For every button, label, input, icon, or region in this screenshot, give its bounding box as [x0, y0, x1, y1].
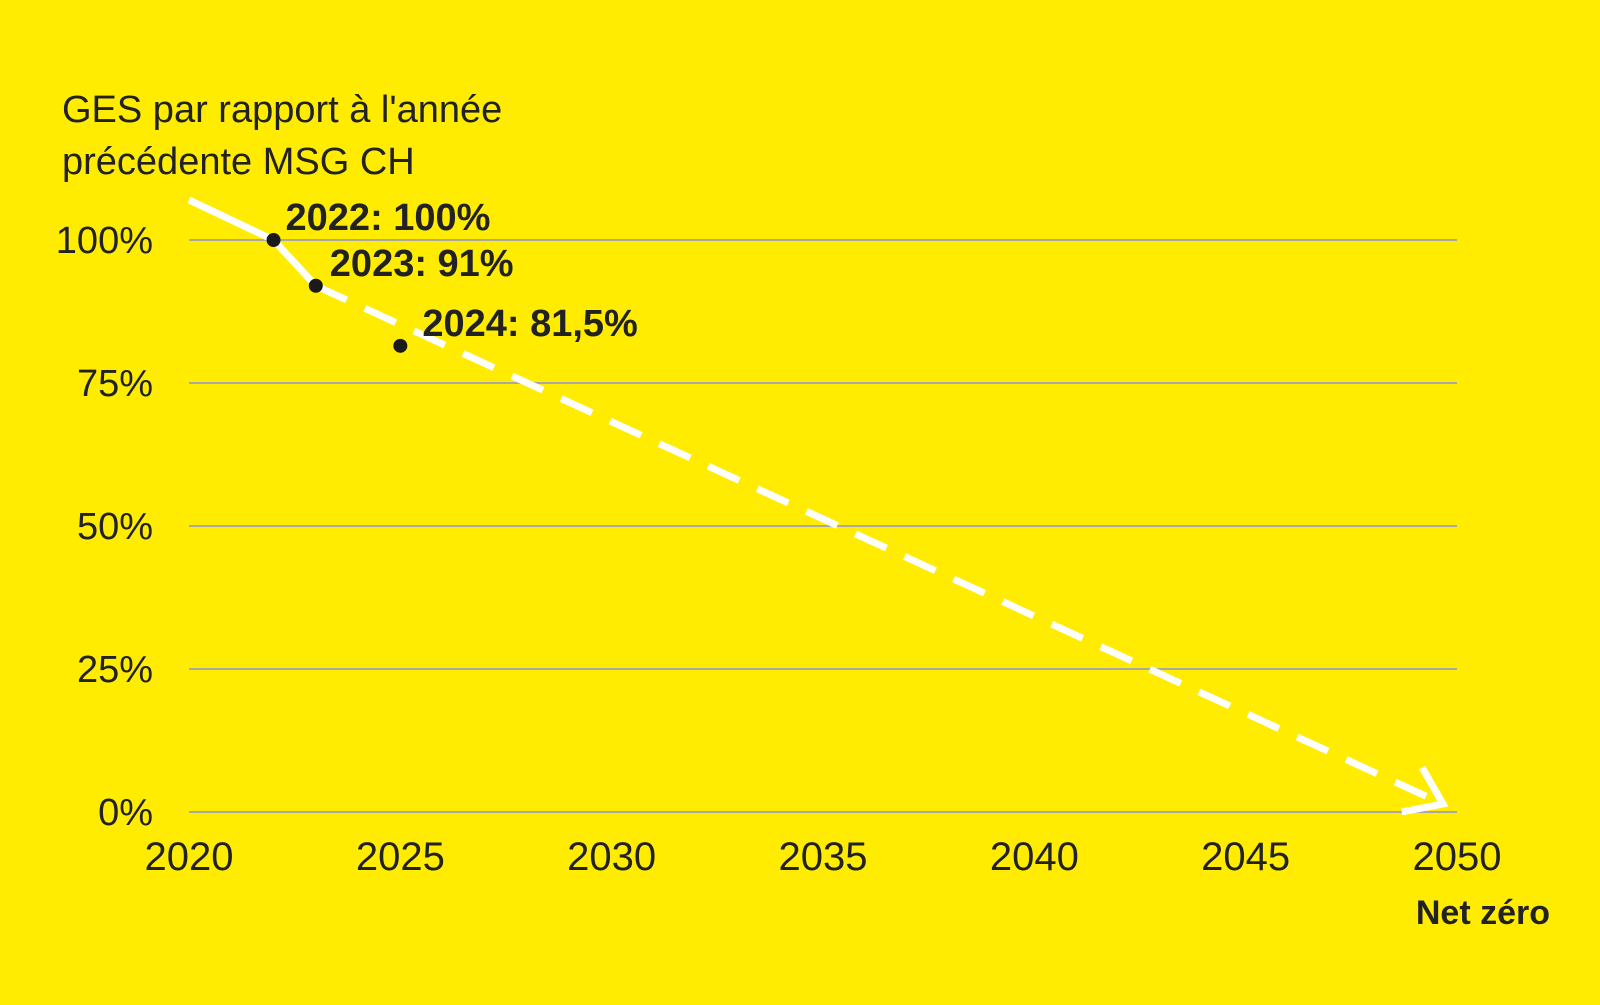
x-tick-labels: 2020 2025 2030 2035 2040 2045 2050: [145, 835, 1502, 879]
data-point: [393, 338, 408, 353]
y-tick-label: 50%: [77, 506, 153, 548]
gridlines: [189, 239, 1457, 813]
y-tick-labels: 0% 25% 50% 75% 100%: [56, 220, 153, 834]
data-points: [266, 233, 408, 353]
data-point-label: 2024: 81,5%: [422, 303, 638, 345]
y-axis-title-line-2: précédente MSG CH: [62, 141, 415, 183]
data-point: [266, 233, 281, 247]
point-labels: 2022: 100%2023: 91% 2024: 81,5%: [286, 197, 638, 345]
y-tick-label: 75%: [77, 363, 153, 405]
x-tick-label: 2050: [1413, 835, 1502, 879]
data-point-label: 2022: 100%: [286, 197, 491, 239]
data-point-label: 2023: 91%: [330, 243, 514, 285]
trend-line-projection: [314, 282, 1445, 808]
arrow-head-icon: [1401, 765, 1449, 816]
y-tick-label: 25%: [77, 649, 153, 691]
x-tick-label: 2045: [1201, 835, 1290, 879]
data-point: [308, 278, 323, 293]
x-tick-label: 2020: [145, 835, 234, 879]
x-tick-label: 2025: [356, 835, 445, 879]
y-tick-label: 100%: [56, 220, 153, 262]
x-tick-label: 2040: [990, 835, 1079, 879]
y-tick-label: 0%: [98, 792, 153, 834]
x-tick-label: 2030: [567, 835, 656, 879]
x-axis-net-zero-label: Net zéro: [1416, 894, 1550, 932]
x-tick-label: 2035: [779, 835, 868, 879]
trend-lines: [187, 196, 1449, 816]
y-axis-title-line-1: GES par rapport à l'année: [62, 89, 502, 131]
